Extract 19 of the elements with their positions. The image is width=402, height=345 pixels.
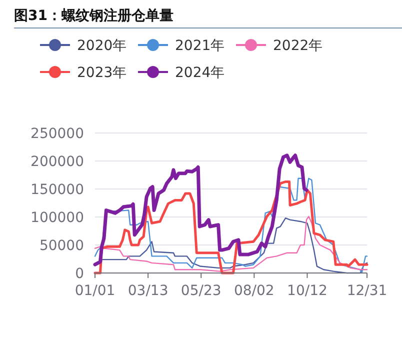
x-tick-label: 05/23 xyxy=(180,283,222,299)
x-tick-label: 03/13 xyxy=(128,283,168,299)
line-series xyxy=(93,154,308,266)
y-tick-label: 50000 xyxy=(39,238,84,254)
legend-label: 2022年 xyxy=(273,38,323,54)
y-tick-label: 150000 xyxy=(30,182,84,198)
y-tick-label: 250000 xyxy=(30,126,84,142)
legend-label: 2023年 xyxy=(77,65,127,81)
x-tick-label: 08/02 xyxy=(234,283,274,299)
y-tick-label: 100000 xyxy=(30,210,84,226)
legend-label: 2021年 xyxy=(175,38,225,54)
y-tick-label: 200000 xyxy=(30,154,84,170)
x-tick-label: 12/31 xyxy=(346,283,388,299)
x-tick-label: 10/12 xyxy=(287,283,328,299)
legend-label: 2020年 xyxy=(77,38,127,54)
legend-label: 2024年 xyxy=(175,65,225,81)
y-tick-label: 0 xyxy=(75,266,84,282)
x-tick-label: 01/01 xyxy=(74,283,116,299)
chart-title: 图31：螺纹钢注册仓单量 xyxy=(14,7,174,24)
